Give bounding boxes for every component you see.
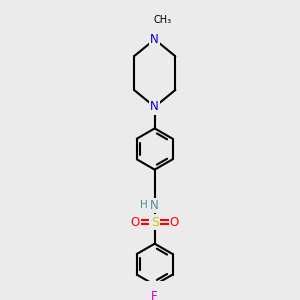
Text: N: N	[150, 33, 159, 46]
Text: O: O	[170, 216, 179, 229]
Text: F: F	[152, 290, 158, 300]
Text: N: N	[150, 100, 159, 113]
Text: S: S	[151, 216, 159, 229]
Text: O: O	[130, 216, 140, 229]
Text: H: H	[140, 200, 147, 210]
Text: CH₃: CH₃	[153, 15, 171, 25]
Text: N: N	[150, 199, 159, 212]
